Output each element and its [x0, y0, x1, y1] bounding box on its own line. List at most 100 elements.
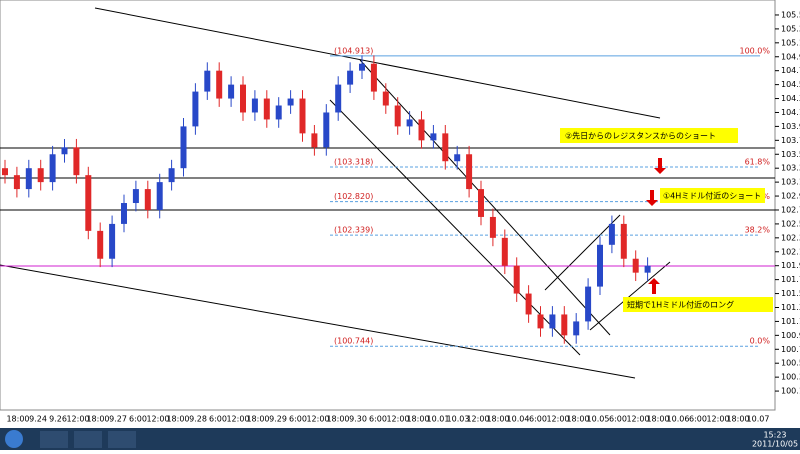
y-tick-label: 102.900: [781, 192, 800, 201]
candle-body: [25, 168, 32, 190]
y-tick-label: 100.900: [781, 331, 800, 340]
y-tick-label: 104.700: [781, 66, 800, 75]
x-tick-label: 18:00: [326, 415, 349, 424]
y-tick-label: 104.100: [781, 108, 800, 117]
fib-level: 38.2%: [745, 226, 771, 235]
x-tick-label: 18:00: [86, 415, 109, 424]
candle-body: [585, 286, 592, 322]
taskbar-icon[interactable]: [108, 431, 136, 448]
x-tick-label: 9.29: [269, 415, 287, 424]
y-tick-label: 100.700: [781, 345, 800, 354]
candle-body: [573, 321, 580, 336]
candle-body: [489, 216, 496, 238]
candle-body: [228, 84, 235, 99]
x-tick-label: 10.06: [667, 415, 690, 424]
x-tick-label: 6:00: [129, 415, 147, 424]
annotation-box: [560, 128, 738, 143]
taskbar-icon[interactable]: [74, 431, 102, 448]
candle-body: [216, 70, 223, 99]
candle-body: [644, 265, 651, 273]
x-tick-label: 9.30: [349, 415, 367, 424]
y-tick-label: 101.900: [781, 261, 800, 270]
candle-body: [525, 293, 532, 315]
candle-body: [144, 189, 151, 210]
x-tick-label: 10.07: [747, 415, 770, 424]
candle-body: [49, 154, 56, 183]
x-tick-label: 12:00: [706, 415, 729, 424]
x-tick-label: 6:00: [609, 415, 627, 424]
candle-body: [323, 112, 330, 148]
candle-body: [168, 168, 175, 183]
fib-price: (100.744): [334, 337, 373, 346]
candle-body: [608, 223, 615, 245]
x-tick-label: 18:00: [406, 415, 429, 424]
x-tick-label: 12:00: [66, 415, 89, 424]
x-tick-label: 10.05: [587, 415, 610, 424]
x-tick-label: 9.27: [109, 415, 127, 424]
x-tick-label: 18:00: [6, 415, 29, 424]
candle-body: [370, 63, 377, 92]
channel-line: [589, 261, 671, 331]
start-button[interactable]: [5, 430, 23, 448]
annotation-box: [660, 188, 765, 203]
channel-line: [544, 214, 621, 291]
candle-body: [478, 189, 484, 217]
candle-body: [394, 105, 401, 127]
candle-body: [287, 98, 294, 106]
candle-body: [37, 168, 44, 183]
candle-body: [513, 265, 520, 294]
candle-body: [359, 63, 365, 71]
x-tick-label: 12:00: [226, 415, 249, 424]
x-tick-label: 6:00: [529, 415, 547, 424]
y-tick-label: 105.300: [781, 24, 800, 33]
x-tick-label: 12:00: [626, 415, 649, 424]
x-tick-label: 18:00: [486, 415, 509, 424]
y-tick-label: 101.300: [781, 303, 800, 312]
candle-body: [275, 105, 282, 120]
clock-time: 15:23: [763, 431, 786, 440]
y-tick-label: 103.100: [781, 178, 800, 187]
candle-body: [501, 237, 508, 266]
candle-body: [299, 98, 306, 134]
plot-area: [0, 0, 776, 411]
x-tick-label: 18:00: [566, 415, 589, 424]
candle-body: [180, 126, 187, 169]
y-tick-label: 103.700: [781, 136, 800, 145]
x-tick-label: 9.26: [49, 415, 67, 424]
fib-level: 0.0%: [750, 337, 771, 346]
candle-body: [632, 258, 639, 273]
candle-body: [418, 119, 425, 141]
arrow-down: [654, 158, 666, 174]
x-tick-label: 12:00: [306, 415, 329, 424]
channel-line: [329, 99, 581, 356]
candle-body: [382, 91, 389, 106]
candle-body: [537, 314, 544, 329]
candle-body: [347, 70, 354, 85]
candle-body: [620, 223, 627, 259]
annotation-box: [623, 297, 773, 312]
candle-body: [597, 244, 603, 287]
x-tick-label: 10.01: [427, 415, 450, 424]
fib-price: (102.820): [334, 192, 373, 201]
y-tick-label: 101.100: [781, 317, 800, 326]
y-tick-label: 103.300: [781, 164, 800, 173]
y-tick-label: 102.300: [781, 233, 800, 242]
annotation: 短期で1Hミドル付近のロング: [627, 300, 734, 310]
fib-price: (103.318): [334, 157, 373, 166]
channel-line: [359, 59, 611, 336]
x-tick-label: 10.03: [447, 415, 470, 424]
y-tick-label: 104.300: [781, 94, 800, 103]
y-tick-label: 100.100: [781, 387, 800, 396]
x-tick-label: 12:00: [386, 415, 409, 424]
taskbar: [0, 428, 800, 450]
y-tick-label: 104.500: [781, 80, 800, 89]
candle-body: [240, 84, 246, 113]
candle-body: [192, 91, 199, 127]
fib-level: 100.0%: [739, 46, 770, 55]
y-tick-label: 101.500: [781, 289, 800, 298]
annotation: ①4Hミドル付近のショート: [663, 191, 761, 201]
fib-level: 61.8%: [745, 157, 771, 166]
taskbar-icon[interactable]: [40, 431, 68, 448]
